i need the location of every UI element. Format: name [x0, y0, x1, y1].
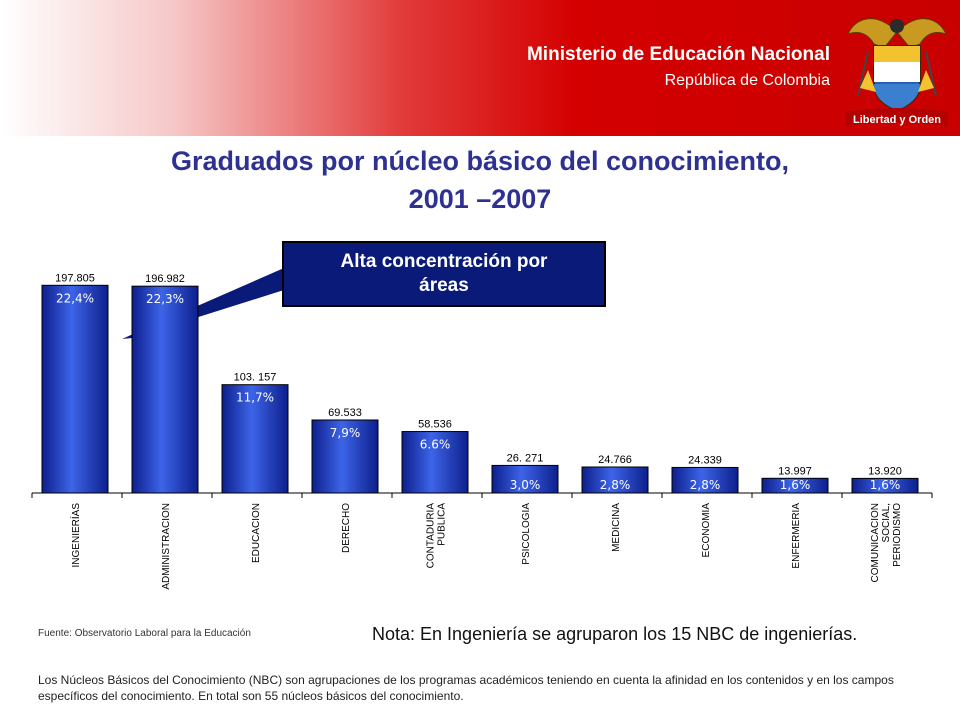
category-label-text: SOCIAL, — [881, 503, 892, 542]
chart-title-line2: 2001 –2007 — [408, 184, 552, 214]
category-label-text: CONTADURIA — [426, 503, 437, 569]
bar-percent-label: 6.6% — [420, 438, 451, 452]
bar — [41, 284, 109, 494]
category-label-text: ECONOMIA — [701, 503, 712, 558]
bar-value-label: 13.997 — [778, 465, 812, 477]
category-label: DERECHO — [341, 503, 352, 553]
callout-line2: áreas — [419, 275, 469, 296]
bar-percent-label: 2,8% — [600, 478, 631, 492]
category-label: MEDICINA — [611, 503, 622, 552]
bar-value-label: 24.339 — [688, 454, 722, 466]
bar-value-label: 69.533 — [328, 407, 362, 419]
category-label: PSICOLOGIA — [521, 503, 532, 565]
coat-of-arms-logo: Libertad y Orden — [846, 18, 948, 126]
bar — [311, 419, 379, 494]
engineering-note: Nota: En Ingeniería se agruparon los 15 … — [372, 624, 858, 644]
category-label-text: DERECHO — [341, 503, 352, 553]
header-band — [0, 0, 960, 136]
category-label-text: MEDICINA — [611, 503, 622, 552]
category-label: INGENIERÍAS — [69, 503, 82, 568]
category-label: ENFERMERIA — [791, 503, 802, 569]
bar — [131, 285, 199, 494]
bar — [491, 464, 559, 494]
category-label-text: PSICOLOGIA — [521, 503, 532, 565]
category-label: COMUNICACION SOCIAL, PERIODISMO — [870, 503, 903, 583]
bar-percent-label: 2,8% — [690, 478, 721, 492]
chart-title-line1: Graduados por núcleo básico del conocimi… — [170, 146, 790, 176]
bar-value-label: 58.536 — [418, 419, 452, 431]
bar-value-label: 13.920 — [868, 465, 902, 477]
category-label: ADMINISTRACION — [161, 503, 172, 590]
bar-value-label: 103. 157 — [234, 372, 277, 384]
bar-value-label: 197.805 — [55, 272, 95, 284]
bar — [221, 384, 289, 494]
category-label-text: ENFERMERIA — [791, 503, 802, 569]
bar — [401, 431, 469, 494]
source-note: Fuente: Observatorio Laboral para la Edu… — [38, 628, 251, 639]
category-label: ECONOMIA — [701, 503, 712, 558]
bar-percent-label: 11,7% — [236, 391, 274, 405]
republic-name: República de Colombia — [664, 72, 830, 89]
category-label-text: PERIODISMO — [892, 503, 903, 567]
footer-explanation: Los Núcleos Básicos del Conocimiento (NB… — [38, 673, 894, 703]
ministry-name: Ministerio de Educación Nacional — [526, 44, 830, 65]
bar-percent-label: 1,6% — [780, 478, 811, 492]
category-label: EDUCACION — [251, 503, 262, 563]
bar-percent-label: 7,9% — [330, 426, 361, 440]
bar-percent-label: 22,3% — [146, 292, 184, 306]
category-label-text: ADMINISTRACION — [161, 503, 172, 590]
concentration-callout: Alta concentración por áreas — [282, 241, 606, 307]
bar-percent-label: 22,4% — [56, 291, 94, 305]
category-label-text: INGENIERÍAS — [69, 503, 82, 568]
bar-value-label: 196.982 — [145, 273, 185, 285]
callout-line1: Alta concentración por — [340, 251, 548, 272]
bar-percent-label: 3,0% — [510, 478, 541, 492]
category-label-text: EDUCACION — [251, 503, 262, 563]
bar-value-label: 24.766 — [598, 454, 632, 466]
category-label: CONTADURIA PUBLICA — [426, 503, 448, 569]
bar-percent-label: 1,6% — [870, 478, 901, 492]
seal-motto: Libertad y Orden — [853, 114, 941, 126]
category-label-text: PUBLICA — [437, 503, 448, 546]
category-label-text: COMUNICACION — [870, 503, 881, 582]
bar — [671, 466, 739, 494]
bar-value-label: 26. 271 — [507, 452, 544, 464]
